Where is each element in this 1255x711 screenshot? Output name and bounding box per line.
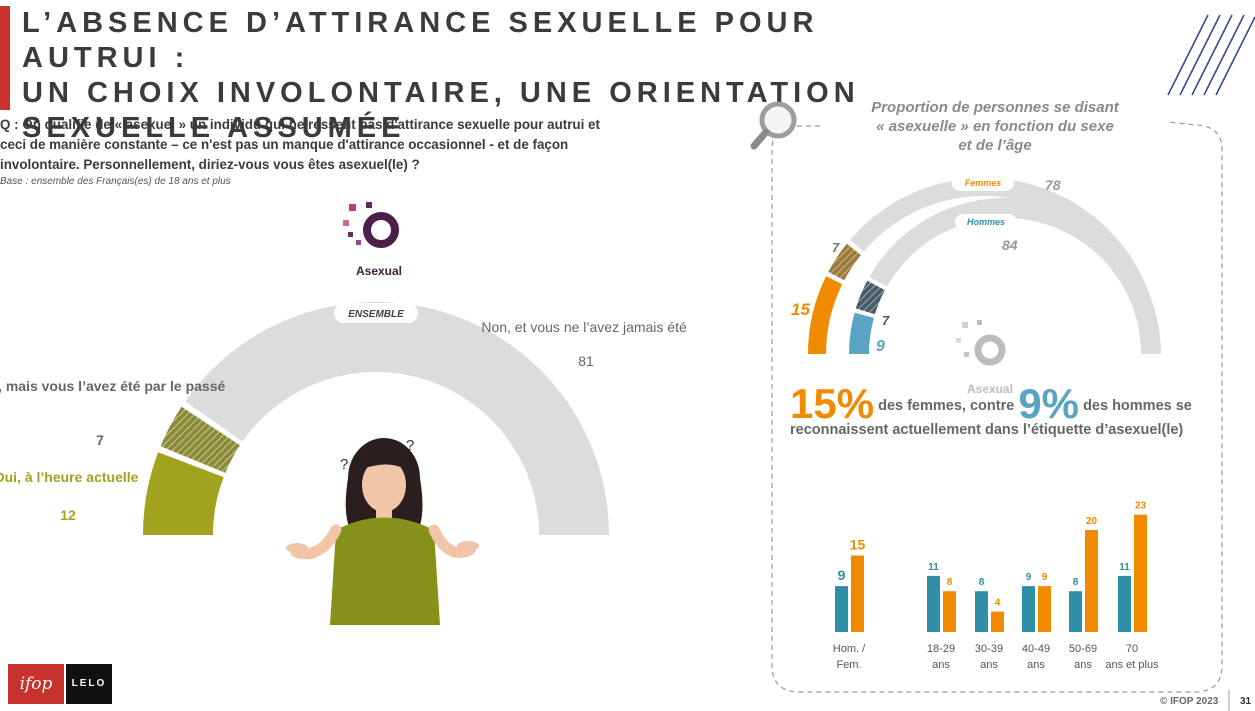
bar-category-label-2: 30-39 ans — [975, 643, 1003, 671]
bar-2-0 — [975, 591, 988, 632]
base-note: Base : ensemble des Français(es) de 18 a… — [0, 176, 231, 187]
hommes-slice-2 — [869, 197, 1161, 354]
ensemble-slice-1 — [160, 406, 240, 473]
bar-4-0 — [1069, 591, 1082, 632]
hommes-yes-value: 9 — [876, 338, 885, 355]
hommes-never-value: 84 — [1002, 237, 1018, 253]
hommes-tab: Hommes — [955, 214, 1017, 230]
bar-value-0-1: 15 — [850, 537, 866, 553]
bar-value-3-0: 9 — [1026, 572, 1032, 583]
ifop-logo: ifop — [8, 664, 64, 704]
bar-category-label-5: 70 ans et plus — [1105, 643, 1159, 671]
right-panel-title: Proportion de personnes se disant « asex… — [871, 99, 1119, 154]
ensemble-slice-2 — [185, 301, 609, 535]
femmes-past-value: 7 — [832, 240, 840, 255]
bar-0-0 — [835, 586, 848, 632]
femmes-yes-value: 15 — [791, 300, 810, 319]
femmes-label: Femmes — [965, 178, 1002, 188]
bar-category-label-4: 50-69 ans — [1069, 643, 1097, 671]
woman-shrug-illustration: ? ? — [286, 437, 479, 625]
ensemble-label-tab: ENSEMBLE — [334, 303, 418, 323]
sex-nested-half-donut — [808, 177, 1161, 354]
page-title: L’ABSENCE D’ATTIRANCE SEXUELLE POUR AUTR… — [22, 7, 860, 144]
asexual-logo-grey-icon: Asexual — [956, 320, 1013, 396]
bar-3-0 — [1022, 586, 1035, 632]
bar-category-label-3: 40-49 ans — [1022, 643, 1050, 671]
bar-value-2-0: 8 — [979, 577, 985, 588]
bar-value-5-1: 23 — [1135, 501, 1147, 512]
hommes-slice-0 — [849, 312, 874, 354]
bar-value-4-1: 20 — [1086, 516, 1098, 527]
decorative-lines — [1167, 14, 1255, 96]
slice-label-oui: Oui, à l’heure actuelle 12 — [0, 469, 142, 523]
femmes-tab: Femmes — [952, 175, 1014, 191]
ensemble-half-donut — [143, 301, 609, 535]
headline-text-2: des hommes se reconnaissent actuellement… — [790, 398, 1192, 438]
slice-label-jamais: Non, et vous ne l’avez jamais été 81 — [481, 319, 690, 369]
title-accent-bar — [0, 6, 10, 110]
hommes-label: Hommes — [967, 217, 1005, 227]
right-panel-frame — [771, 121, 1223, 693]
femmes-slice-1 — [828, 243, 861, 281]
bar-value-0-0: 9 — [838, 567, 846, 583]
bar-2-1 — [991, 611, 1004, 632]
copyright: © IFOP 2023 — [1160, 696, 1219, 707]
women-percent: 15% — [790, 380, 875, 427]
question-mark-icon: ? — [406, 437, 414, 454]
headline-statement: 15% des femmes, contre 9% des hommes se … — [790, 383, 1250, 442]
bar-5-1 — [1134, 514, 1147, 632]
ensemble-slice-0 — [143, 452, 224, 535]
femmes-never-value: 78 — [1045, 177, 1061, 193]
magnifier-icon — [750, 101, 797, 150]
bar-category-label-0: Hom. / Fem. — [833, 643, 866, 671]
bar-value-1-1: 8 — [947, 577, 953, 588]
bar-value-2-1: 4 — [995, 598, 1001, 609]
page-number: 31 — [1240, 696, 1252, 707]
asexual-logo-grey-label: Asexual — [967, 382, 1013, 396]
bar-value-1-0: 11 — [928, 562, 939, 573]
bar-0-1 — [851, 555, 864, 632]
asexual-logo-label: Asexual — [356, 264, 402, 278]
asexual-logo-icon: Asexual — [343, 202, 402, 278]
bar-1-1 — [943, 591, 956, 632]
bar-value-4-0: 8 — [1073, 577, 1079, 588]
men-percent: 9% — [1018, 380, 1080, 427]
bar-4-1 — [1085, 530, 1098, 632]
question-mark-icon: ? — [340, 456, 348, 473]
lelo-logo: LELO — [66, 664, 112, 704]
bar-value-5-0: 11 — [1119, 562, 1130, 573]
bar-5-0 — [1118, 575, 1131, 632]
femmes-slice-0 — [808, 276, 843, 354]
hommes-slice-1 — [855, 280, 885, 315]
bar-value-3-1: 9 — [1042, 572, 1048, 583]
hommes-past-value: 7 — [882, 313, 890, 328]
slice-label-passe: Non, mais vous l’avez été par le passé 7 — [0, 378, 229, 448]
bar-category-label-1: 18-29 ans — [927, 643, 955, 671]
bar-3-1 — [1038, 586, 1051, 632]
ensemble-label: ENSEMBLE — [348, 309, 404, 320]
survey-question: Q : On qualifie de « asexuel » un indivi… — [0, 117, 600, 172]
bar-1-0 — [927, 575, 940, 632]
headline-text-1: des femmes, contre — [878, 398, 1015, 414]
